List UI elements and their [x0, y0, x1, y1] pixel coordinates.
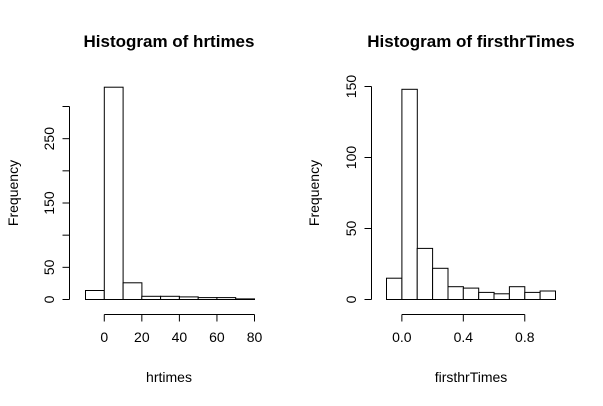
histogram-bar	[508, 286, 526, 301]
x-tick-label: 0	[100, 329, 108, 345]
histogram-bar	[478, 291, 495, 300]
histogram-bar	[103, 86, 124, 300]
histogram-bar	[85, 290, 105, 300]
x-axis: 0 20 40 60 80	[100, 314, 263, 345]
histogram-bar	[416, 247, 434, 300]
histogram-bar	[235, 298, 255, 300]
bars	[386, 88, 556, 301]
histogram-bar	[216, 297, 237, 301]
y-tick-label: 150	[41, 191, 57, 215]
y-axis-label: Frequency	[306, 160, 322, 226]
chart-title: Histogram of firsthrTimes	[367, 32, 575, 51]
histogram-firsthrtimes-panel: Histogram of firsthrTimes firsthrTimes F…	[306, 32, 575, 385]
histogram-hrtimes-panel: Histogram of hrtimes hrtimes Frequency 0…	[5, 32, 262, 385]
x-axis-label: firsthrTimes	[435, 369, 508, 385]
histogram-bar	[178, 296, 199, 300]
histogram-bar	[386, 277, 403, 301]
histogram-bar	[122, 282, 143, 300]
y-axis: 0 50 100 150	[343, 75, 372, 303]
x-tick-label: 0.8	[515, 329, 535, 345]
histogram-bar	[141, 295, 162, 300]
chart-title: Histogram of hrtimes	[84, 32, 255, 51]
x-tick-label: 0.0	[392, 329, 412, 345]
histogram-bar	[197, 297, 218, 301]
y-axis-label: Frequency	[5, 160, 21, 226]
y-tick-label: 0	[41, 295, 57, 303]
x-tick-label: 20	[134, 329, 150, 345]
x-tick-label: 60	[209, 329, 225, 345]
y-axis: 0 50 150 250	[41, 106, 70, 303]
histogram-bar	[447, 286, 464, 301]
histogram-bar	[401, 88, 418, 300]
y-tick-label: 0	[343, 295, 359, 303]
histogram-bar	[539, 290, 556, 300]
y-tick-label: 50	[343, 221, 359, 237]
bars	[85, 86, 255, 301]
x-axis: 0.0 0.4 0.8	[392, 314, 535, 345]
y-tick-label: 100	[343, 146, 359, 170]
y-tick-label: 50	[41, 259, 57, 275]
histogram-bar	[462, 287, 480, 301]
histogram-bar	[432, 267, 449, 300]
x-tick-label: 0.4	[454, 329, 474, 345]
x-tick-label: 40	[172, 329, 188, 345]
histogram-bar	[524, 291, 541, 300]
x-tick-label: 80	[247, 329, 263, 345]
y-tick-label: 150	[343, 75, 359, 99]
histogram-bar	[493, 293, 510, 300]
y-tick-label: 250	[41, 127, 57, 151]
histogram-bar	[160, 295, 180, 300]
x-axis-label: hrtimes	[146, 369, 192, 385]
